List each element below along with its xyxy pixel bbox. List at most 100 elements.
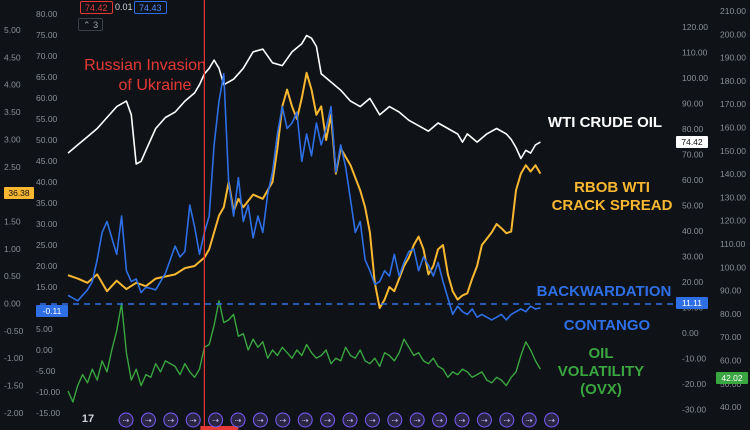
right-a-tick: 120.00: [682, 22, 708, 32]
left-a-tick: 5.00: [4, 25, 21, 35]
event-arrow-icon: ⇢: [302, 416, 309, 425]
right-b-tick: 210.00: [720, 6, 746, 16]
left-b-tick: 5.00: [36, 324, 53, 334]
right-spread-badge: 11.11: [682, 298, 702, 308]
event-arrow-icon: ⇢: [481, 416, 488, 425]
right-b-tick: 100.00: [720, 262, 746, 272]
event-icon: [544, 412, 560, 428]
right-a-tick: 100.00: [682, 73, 708, 83]
left-a-tick: 1.50: [4, 216, 21, 226]
left-b-tick: 65.00: [36, 72, 58, 82]
left-b-tick: 15.00: [36, 282, 58, 292]
left-a-tick: -1.00: [4, 353, 24, 363]
right-a-tick: 20.00: [682, 277, 704, 287]
left-b-tick: -10.00: [36, 387, 60, 397]
event-arrow-icon: ⇢: [235, 416, 242, 425]
invasion-time-marker: [200, 426, 239, 430]
ovx-label: OIL: [589, 345, 614, 362]
ovx-line: [67, 300, 542, 403]
left-a-tick: -1.50: [4, 381, 24, 391]
event-arrow-icon: ⇢: [212, 416, 219, 425]
event-icon: [342, 412, 358, 428]
right-b-tick: 130.00: [720, 192, 746, 202]
right-ovx-badge: 42.02: [721, 373, 743, 383]
event-icon: [275, 412, 291, 428]
event-arrow-icon: ⇢: [414, 416, 421, 425]
left-b-tick: 75.00: [36, 30, 58, 40]
right-a-tick: -30.00: [682, 405, 706, 415]
right-wti-badge: 74.42: [681, 137, 703, 147]
invasion-label: of Ukraine: [119, 77, 192, 94]
right-b-tick: 40.00: [720, 402, 742, 412]
right-ovx-badge-bg: [716, 372, 748, 384]
overlays: Russian Invasion of Ukraine WTI CRUDE OIL R…: [4, 0, 748, 430]
backwardation-label: BACKWARDATION: [537, 283, 672, 300]
right-b-tick: 150.00: [720, 146, 746, 156]
left-b-tick: 35.00: [36, 198, 58, 208]
right-a-tick: 70.00: [682, 150, 704, 160]
left-a-tick: 2.50: [4, 162, 21, 172]
crack-spread-line: [67, 71, 542, 309]
left-a-tick: -0.50: [4, 326, 24, 336]
price-mid: 0.01: [115, 2, 133, 12]
right-a-tick: -10.00: [682, 354, 706, 364]
right-b-tick: 160.00: [720, 123, 746, 133]
price-red: 74.42: [85, 3, 108, 13]
event-icon: [118, 412, 134, 428]
left-b-tick: 45.00: [36, 156, 58, 166]
collapse-button[interactable]: ⌃ 3: [78, 18, 104, 31]
tradingview-logo-icon: 17: [82, 413, 94, 425]
right-a-tick: 60.00: [682, 175, 704, 185]
left-b-tick: -5.00: [36, 366, 56, 376]
right-b-tick: 70.00: [720, 332, 742, 342]
event-icon: [252, 412, 268, 428]
event-icon: [230, 412, 246, 428]
left-b-tick: 30.00: [36, 219, 58, 229]
left-crack-badge-bg: [4, 187, 34, 199]
right-b-tick: 110.00: [720, 239, 746, 249]
event-arrow-icon: ⇢: [436, 416, 443, 425]
event-icon: [140, 412, 156, 428]
event-arrow-icon: ⇢: [167, 416, 174, 425]
event-arrow-icon: ⇢: [459, 416, 466, 425]
event-arrow-icon: ⇢: [279, 416, 286, 425]
event-arrow-icon: ⇢: [257, 416, 264, 425]
left-b-tick: 80.00: [36, 9, 58, 19]
event-icon: [364, 412, 380, 428]
left-b-tick: 20.00: [36, 261, 58, 271]
left-axis-b: 80.00 75.00 70.00 65.00 60.00 55.00 50.00 45.00…: [36, 9, 60, 418]
event-arrow-icon: ⇢: [391, 416, 398, 425]
right-a-tick: 30.00: [682, 252, 704, 262]
time-toolbar[interactable]: 17 ⇢ ⇢ ⇢ ⇢ ⇢ ⇢ ⇢ ⇢ ⇢ ⇢ ⇢ ⇢ ⇢ ⇢ ⇢ ⇢ ⇢ ⇢ ⇢ ⇢: [82, 412, 560, 428]
left-a-tick: -2.00: [4, 408, 24, 418]
event-arrow-icon: ⇢: [526, 416, 533, 425]
ovx-label: (OVX): [580, 381, 622, 398]
left-crack-badge: 36.38: [8, 188, 30, 198]
event-icon: [409, 412, 425, 428]
left-b-tick: 40.00: [36, 177, 58, 187]
event-arrow-icon: ⇢: [548, 416, 555, 425]
right-b-tick: 170.00: [720, 99, 746, 109]
event-arrow-icon: ⇢: [190, 416, 197, 425]
event-arrow-icon: ⇢: [123, 416, 130, 425]
price-red-box: 74.42: [80, 1, 113, 14]
left-b-tick: 25.00: [36, 240, 58, 250]
event-icon: [454, 412, 470, 428]
left-b-tick: 70.00: [36, 51, 58, 61]
price-blue: 74.43: [139, 3, 162, 13]
chevron-up-icon: ⌃: [83, 20, 91, 30]
left-b-tick: 55.00: [36, 114, 58, 124]
event-icon: [185, 412, 201, 428]
right-b-tick: 200.00: [720, 29, 746, 39]
right-a-tick: 90.00: [682, 99, 704, 109]
left-a-tick: 4.50: [4, 52, 21, 62]
left-a-tick: 4.00: [4, 80, 21, 90]
left-spread-badge-bg: [36, 305, 68, 317]
right-a-tick: 50.00: [682, 201, 704, 211]
series-lines: [67, 34, 542, 403]
right-b-tick: 60.00: [720, 356, 742, 366]
left-a-tick: 0.50: [4, 271, 21, 281]
right-a-tick: 110.00: [682, 48, 708, 58]
crack-label: RBOB WTI: [574, 179, 650, 196]
event-arrow-icon: ⇢: [347, 416, 354, 425]
